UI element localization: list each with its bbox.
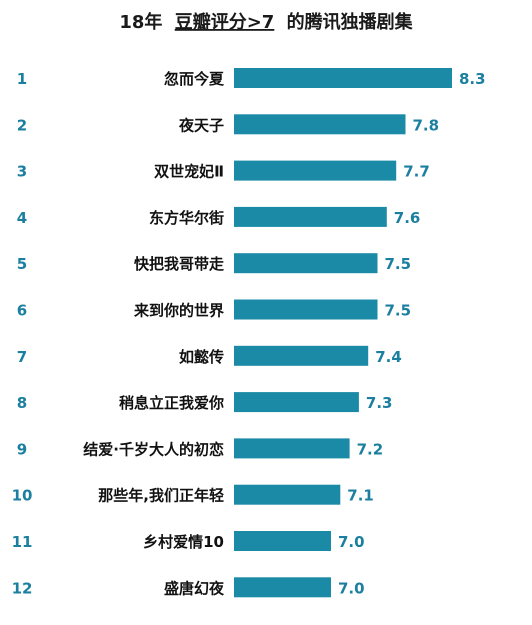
value-label: 7.3 <box>366 394 393 412</box>
value-label: 7.4 <box>375 348 402 366</box>
value-label: 7.1 <box>347 487 374 505</box>
category-label: 来到你的世界 <box>133 302 224 320</box>
rank-number: 7 <box>17 348 27 366</box>
bar-row: 12 盛唐幻夜 7.0 <box>12 577 365 598</box>
category-label: 忽而今夏 <box>164 70 225 88</box>
value-label: 7.5 <box>385 302 412 320</box>
chart-title: 18年 豆瓣评分>7 的腾讯独播剧集 <box>119 11 413 33</box>
value-label: 7.6 <box>394 209 421 227</box>
value-label: 7.2 <box>357 440 384 458</box>
category-label: 乡村爱情10 <box>143 533 224 551</box>
rank-number: 9 <box>17 440 27 458</box>
bar <box>234 392 359 413</box>
value-label: 7.0 <box>338 579 365 597</box>
bar <box>234 114 406 135</box>
value-label: 7.8 <box>413 116 440 134</box>
rank-number: 8 <box>17 394 27 412</box>
rank-number: 1 <box>17 70 27 88</box>
category-label: 快把我哥带走 <box>134 255 224 273</box>
bar-row: 10 那些年,我们正年轻 7.1 <box>12 484 374 505</box>
rank-number: 3 <box>17 163 27 181</box>
category-label: 稍息立正我爱你 <box>119 394 224 412</box>
bar-rows: 1 忽而今夏 8.3 2 夜天子 7.8 3 双世宠妃Ⅱ 7.7 4 东方华尔街 7.6 5 快把我哥带走… <box>12 68 486 598</box>
bar <box>234 68 452 88</box>
rank-number: 11 <box>12 533 33 551</box>
bar <box>234 345 369 366</box>
category-label: 那些年,我们正年轻 <box>98 487 224 505</box>
title-underlined: 豆瓣评分>7 <box>175 11 275 33</box>
bar <box>234 484 341 505</box>
rank-number: 4 <box>17 209 27 227</box>
bar <box>234 253 378 274</box>
bar-row: 7 如懿传 7.4 <box>17 345 402 366</box>
bar <box>234 438 350 459</box>
category-label: 夜天子 <box>178 116 224 134</box>
value-label: 7.0 <box>338 533 365 551</box>
bar <box>234 531 331 551</box>
category-label: 盛唐幻夜 <box>164 579 225 597</box>
bar-row: 2 夜天子 7.8 <box>17 114 440 135</box>
value-label: 7.5 <box>385 255 412 273</box>
bar <box>234 160 397 181</box>
title-prefix: 18年 <box>119 11 162 33</box>
category-label: 结爱·千岁大人的初恋 <box>83 440 224 458</box>
value-label: 7.7 <box>403 163 430 181</box>
rank-number: 10 <box>12 487 33 505</box>
svg-text:18年 豆瓣评分>7 的腾讯独播剧集: 18年 豆瓣评分>7 的腾讯独播剧集 <box>119 11 413 33</box>
rank-number: 6 <box>17 302 27 320</box>
bar-row: 6 来到你的世界 7.5 <box>17 299 412 320</box>
bar-row: 11 乡村爱情10 7.0 <box>12 531 365 551</box>
bar-row: 8 稍息立正我爱你 7.3 <box>17 392 393 413</box>
title-suffix: 的腾讯独播剧集 <box>287 11 414 33</box>
bar <box>234 206 387 227</box>
bar <box>234 299 378 320</box>
value-label: 8.3 <box>459 70 486 88</box>
bar-row: 1 忽而今夏 8.3 <box>17 68 486 88</box>
category-label: 东方华尔街 <box>149 209 224 227</box>
rank-number: 2 <box>17 116 27 134</box>
category-label: 如懿传 <box>179 348 224 366</box>
bar-row: 9 结爱·千岁大人的初恋 7.2 <box>17 438 384 459</box>
bar-row: 5 快把我哥带走 7.5 <box>17 253 412 274</box>
category-label: 双世宠妃Ⅱ <box>154 163 224 181</box>
rank-number: 12 <box>12 579 33 597</box>
bar-row: 3 双世宠妃Ⅱ 7.7 <box>17 160 430 181</box>
bar-row: 4 东方华尔街 7.6 <box>17 206 421 227</box>
rank-number: 5 <box>17 255 27 273</box>
bar <box>234 577 331 598</box>
